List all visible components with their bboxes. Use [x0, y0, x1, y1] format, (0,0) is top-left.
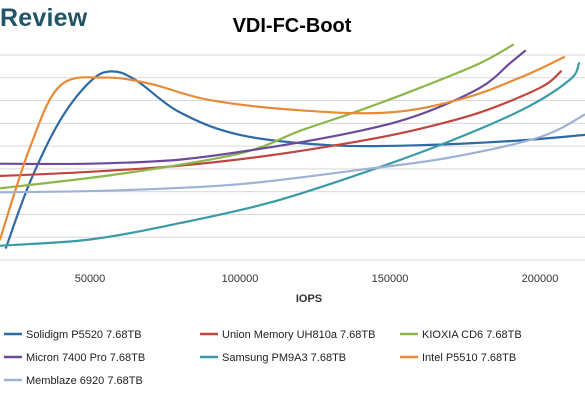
- x-tick-label: 200000: [522, 273, 559, 285]
- legend-item: Solidigm P5520 7.68TB: [4, 329, 142, 341]
- series-line-5: [0, 62, 581, 247]
- series-line-4: [0, 49, 527, 166]
- series-line-3: [0, 43, 515, 190]
- x-axis-ticks: 50000 100000 150000 200000: [75, 273, 559, 285]
- x-tick-label: 100000: [222, 273, 259, 285]
- legend-label: Union Memory UH810a 7.68TB: [222, 329, 375, 341]
- x-axis-label: IOPS: [296, 293, 322, 305]
- chart-title: VDI-FC-Boot: [233, 15, 352, 37]
- legend-item: Samsung PM9A3 7.68TB: [200, 352, 346, 364]
- legend-label: Samsung PM9A3 7.68TB: [222, 352, 346, 364]
- series-line-6: [0, 56, 566, 241]
- legend-label: Solidigm P5520 7.68TB: [26, 329, 142, 341]
- legend-label: KIOXIA CD6 7.68TB: [422, 329, 522, 341]
- series-line-1: [4, 70, 585, 249]
- brand-logo: Review: [0, 4, 87, 33]
- legend-item: Intel P5510 7.68TB: [400, 352, 516, 364]
- series-line-2: [0, 70, 563, 177]
- legend-label: Memblaze 6920 7.68TB: [26, 375, 143, 387]
- legend-item: KIOXIA CD6 7.68TB: [400, 329, 522, 341]
- legend-label: Intel P5510 7.68TB: [422, 352, 516, 364]
- legend-item: Union Memory UH810a 7.68TB: [200, 329, 375, 341]
- brand-text: Review: [0, 4, 88, 32]
- x-tick-label: 150000: [372, 273, 409, 285]
- series-line-7: [0, 113, 585, 194]
- gridlines: [0, 54, 585, 261]
- series-layer: [0, 43, 585, 249]
- legend-label: Micron 7400 Pro 7.68TB: [26, 352, 145, 364]
- legend-item: Micron 7400 Pro 7.68TB: [4, 352, 145, 364]
- x-tick-label: 50000: [75, 273, 106, 285]
- legend: Solidigm P5520 7.68TB Union Memory UH810a…: [4, 329, 522, 387]
- legend-item: Memblaze 6920 7.68TB: [4, 375, 143, 387]
